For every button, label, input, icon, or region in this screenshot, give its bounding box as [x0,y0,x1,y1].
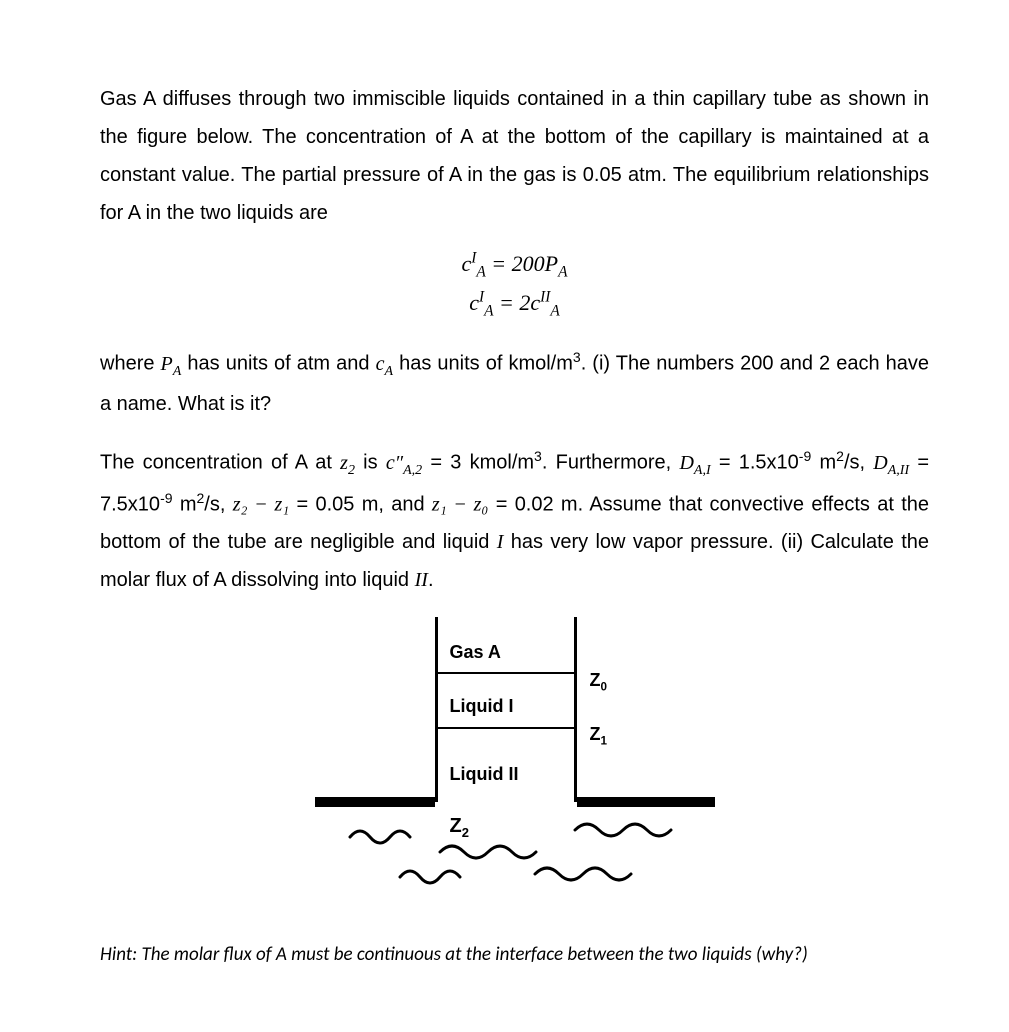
figure-canvas: Gas A Liquid I Liquid II Z0 Z1 Z2 [315,617,715,897]
p3i: m [180,493,197,515]
label-gas-a: Gas A [450,635,501,669]
p3e: = 1.5x10 [719,452,799,474]
exp2-a: 2 [836,448,844,464]
sym-cA: cA [376,353,393,375]
capillary-figure: Gas A Liquid I Liquid II Z0 Z1 Z2 [100,617,929,897]
p2b: has units of atm and [187,353,375,375]
exp3-b: 3 [534,448,542,464]
p1-text: Gas A diffuses through two immiscible li… [100,88,929,224]
interface-z1 [435,727,577,729]
p3k: = 0.05 m, and [297,493,432,515]
label-z0: Z0 [590,663,608,699]
expM9-b: -9 [160,490,172,506]
equilibrium-equations: cIA = 200PA cIA = 2cIIA [100,246,929,324]
base-bar-left [315,797,435,807]
p3g: /s, [844,452,873,474]
problem-paragraph-2: where PA has units of atm and cA has uni… [100,344,929,423]
problem-paragraph-3: The concentration of A at z2 is c″A,2 = … [100,443,929,599]
problem-paragraph-1: Gas A diffuses through two immiscible li… [100,80,929,232]
base-bar-right [577,797,715,807]
sym-cIIA2: c″A,2 [386,452,422,474]
sym-PA: PA [161,353,182,375]
hint-text: Hint: The molar flux of A must be contin… [100,937,929,973]
eq-line-2: cIA = 2cIIA [100,285,929,324]
sym-DAII: DA,II [873,452,909,474]
sym-z1z0: z₁ − z₀ [432,493,488,515]
liquid-waves-icon [345,822,685,892]
expM9-a: -9 [799,448,811,464]
label-z1: Z1 [590,717,608,753]
p3d: . Furthermore, [542,452,680,474]
sym-z2: z2 [340,452,355,474]
p3b: is [363,452,386,474]
p2a: where [100,353,161,375]
sym-z2z1: z₂ − z₁ [233,493,289,515]
label-liquid-2: Liquid II [450,757,519,791]
p3a: The concentration of A at [100,452,340,474]
liqII-inline: II [415,569,428,591]
p3f: m [819,452,836,474]
p2c: has units of kmol/m [399,353,573,375]
label-liquid-1: Liquid I [450,689,514,723]
p3j: /s, [204,493,232,515]
sym-DAI: DA,I [679,452,710,474]
p3n: . [428,569,434,591]
eq-line-1: cIA = 200PA [100,246,929,285]
interface-z0 [435,672,577,674]
p3c: = 3 kmol/m [430,452,534,474]
exp3-a: 3 [573,349,581,365]
